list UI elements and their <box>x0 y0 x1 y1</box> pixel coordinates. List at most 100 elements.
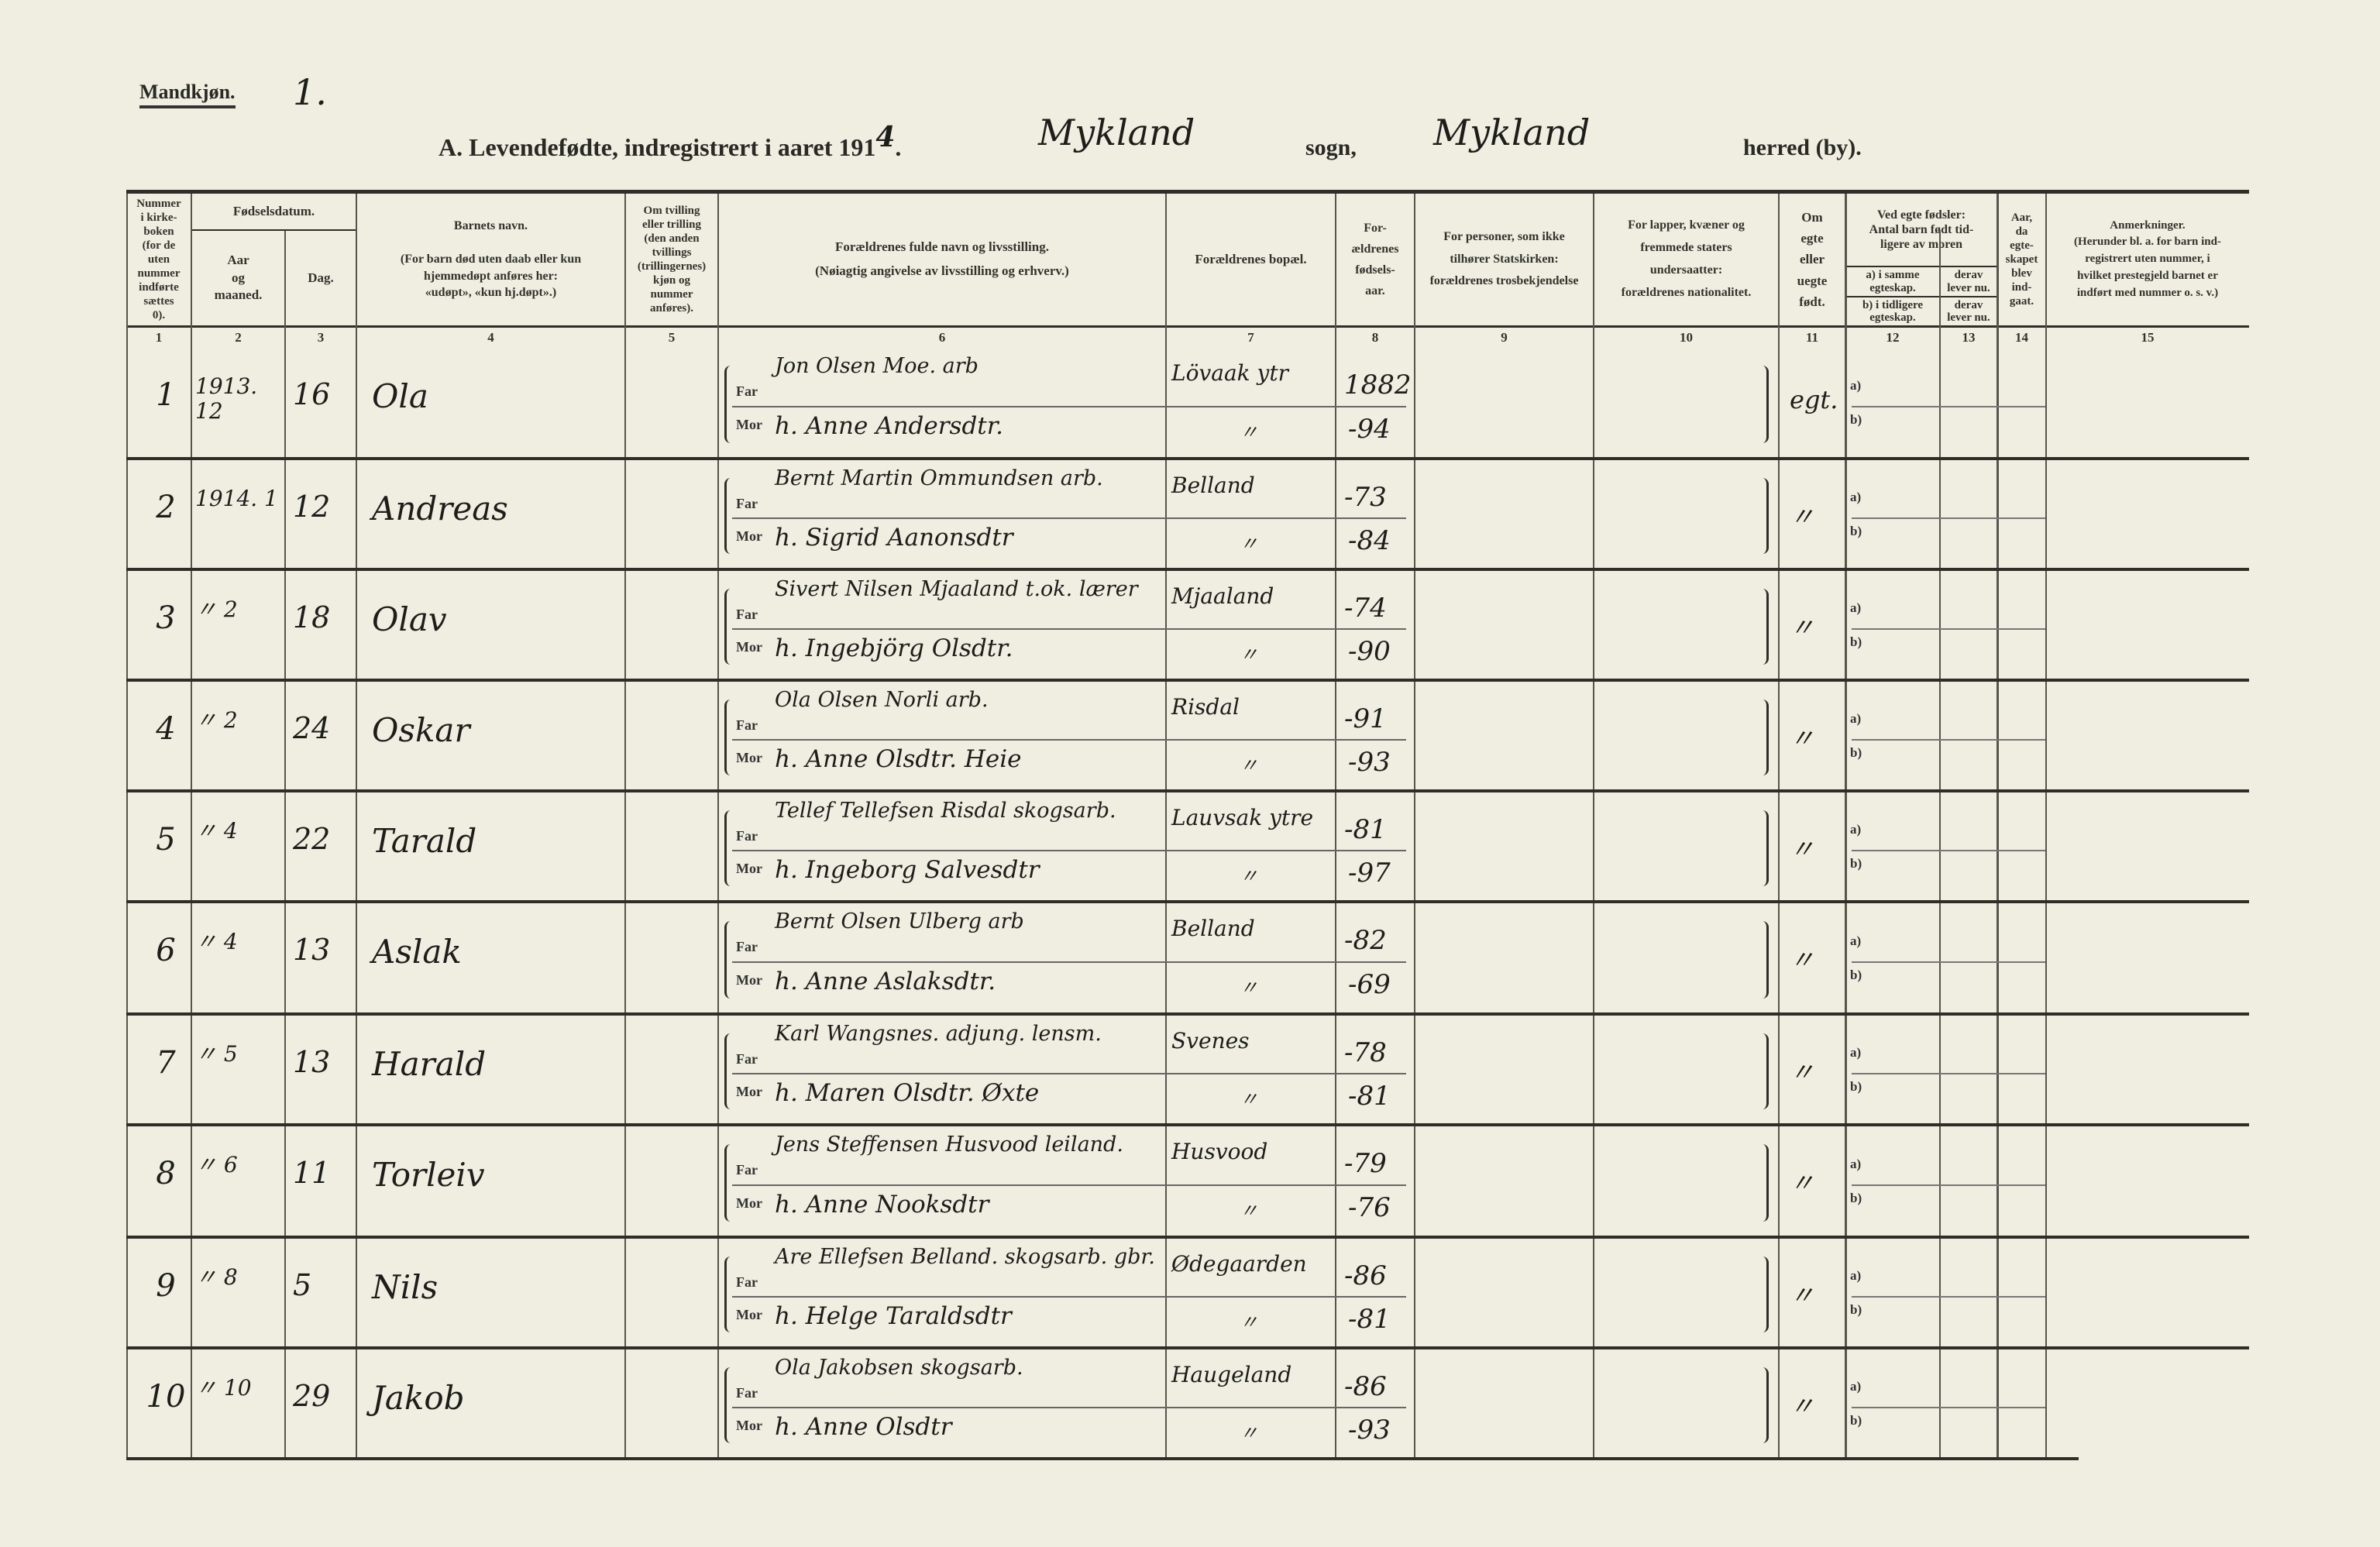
brace-icon <box>1759 478 1769 554</box>
child-name: Ola <box>372 377 428 415</box>
residence-father: Belland <box>1171 916 1255 941</box>
column-number: 4 <box>487 330 494 345</box>
row-rule <box>126 568 2249 571</box>
column-number: 9 <box>1501 330 1508 345</box>
mother-birth-year: -93 <box>1348 1414 1391 1446</box>
mother-label: Mor <box>736 1417 762 1433</box>
birth-year-month: 〃 2 <box>195 707 238 733</box>
row-mid-rule <box>1852 627 2045 630</box>
brace-icon <box>1759 921 1769 999</box>
father-label: Far <box>736 1051 758 1067</box>
residence-father: Lövaak ytr <box>1171 360 1288 386</box>
brace-icon <box>724 1033 734 1109</box>
row-mid-rule <box>732 738 1406 741</box>
father-birth-year: -91 <box>1344 703 1387 734</box>
father-name: Bernt Olsen Ulberg arb <box>775 909 1024 933</box>
residence-father: Risdal <box>1171 694 1240 720</box>
col-header-same-marriage: a) i samme egteskap. <box>1866 269 1920 294</box>
mother-label: Mor <box>736 1195 762 1211</box>
brace-icon <box>724 1367 734 1443</box>
mother-label: Mor <box>736 528 762 544</box>
brace-icon <box>1759 1033 1769 1109</box>
row-rule <box>126 1236 2249 1239</box>
mother-name: h. Anne Olsdtr <box>775 1412 952 1441</box>
year-digit: 4 <box>875 121 896 153</box>
child-name: Torleiv <box>372 1156 485 1194</box>
row-rule <box>126 1457 2079 1460</box>
mother-birth-year: -69 <box>1348 968 1391 1000</box>
birth-day: 24 <box>293 711 331 745</box>
father-label: Far <box>736 717 758 733</box>
row-mid-rule <box>732 849 1406 851</box>
mother-birth-year: -81 <box>1348 1080 1391 1112</box>
birth-year-month: 〃 6 <box>195 1152 238 1177</box>
header-top-rule <box>126 190 2249 194</box>
legitimacy: 〃 <box>1790 502 1815 531</box>
row-mid-rule <box>1852 405 2045 407</box>
label-b: b) <box>1850 855 1862 871</box>
column-rule <box>1845 194 1847 1459</box>
column-number: 15 <box>2141 330 2155 345</box>
column-number: 5 <box>668 330 676 345</box>
column-rule <box>2045 194 2047 1459</box>
father-birth-year: 1882 <box>1344 370 1412 401</box>
column-number: 7 <box>1247 330 1254 345</box>
child-name: Aslak <box>372 933 462 971</box>
col-header-year-month: Aar og maaned. <box>214 252 263 303</box>
col-header-earlier-marriage: b) i tidligere egteskap. <box>1862 298 1924 325</box>
column-number: 2 <box>235 330 242 345</box>
sheet-number: 1. <box>293 71 327 113</box>
mother-birth-year: -81 <box>1348 1303 1391 1335</box>
child-name: Nils <box>372 1268 439 1306</box>
father-name: Jon Olsen Moe. arb <box>775 354 978 378</box>
column-number: 1 <box>155 330 163 345</box>
label-b: b) <box>1850 1301 1862 1317</box>
label-a: a) <box>1850 1378 1862 1394</box>
brace-icon <box>724 478 734 554</box>
label-b: b) <box>1850 1412 1862 1428</box>
mother-label: Mor <box>736 971 762 988</box>
father-name: Are Ellefsen Belland. skogsarb. gbr. <box>775 1245 1155 1269</box>
row-rule <box>126 1123 2249 1126</box>
father-name: Karl Wangsnes. adjung. lensm. <box>775 1022 1102 1046</box>
brace-icon <box>724 700 734 775</box>
legitimacy: 〃 <box>1790 1168 1815 1198</box>
row-mid-rule <box>732 517 1406 519</box>
column-rule <box>1335 194 1336 1459</box>
column-number: 6 <box>938 330 946 345</box>
entry-number: 3 <box>156 600 176 636</box>
label-a: a) <box>1850 710 1862 726</box>
row-rule <box>126 457 2249 460</box>
label-a: a) <box>1850 821 1862 837</box>
column-rule <box>284 231 286 1459</box>
parish-name: Mykland <box>1038 112 1195 153</box>
residence-father: Mjaaland <box>1171 583 1274 609</box>
brace-icon <box>1759 1144 1769 1222</box>
residence-father: Ødegaarden <box>1171 1251 1307 1277</box>
row-mid-rule <box>1852 961 2045 963</box>
residence-father: Lauvsak ytre <box>1171 805 1314 830</box>
mother-label: Mor <box>736 1306 762 1322</box>
row-rule <box>126 900 2249 903</box>
mother-birth-year: -94 <box>1348 413 1391 445</box>
col-header-parents: Forældrenes fulde navn og livsstilling. … <box>815 239 1069 278</box>
birth-day: 16 <box>293 377 331 411</box>
mother-birth-year: -93 <box>1348 746 1391 778</box>
father-birth-year: -74 <box>1344 593 1387 624</box>
label-a: a) <box>1850 1267 1862 1283</box>
mother-label: Mor <box>736 1083 762 1099</box>
birth-day: 22 <box>293 822 331 856</box>
father-birth-year: -86 <box>1344 1260 1387 1291</box>
label-b: b) <box>1850 411 1862 427</box>
father-label: Far <box>736 607 758 622</box>
father-label: Far <box>736 1274 758 1290</box>
row-mid-rule <box>732 1295 1406 1298</box>
residence-mother: 〃 <box>1240 865 1258 887</box>
child-name: Andreas <box>372 490 508 528</box>
father-name: Bernt Martin Ommundsen arb. <box>775 466 1103 490</box>
birth-day: 13 <box>293 1045 331 1079</box>
column-rule <box>1997 194 1999 1459</box>
brace-icon <box>724 810 734 886</box>
col-header-remarks: Anmerkninger. (Herunder bl. a. for barn … <box>2074 218 2221 299</box>
father-birth-year: -81 <box>1344 814 1387 845</box>
